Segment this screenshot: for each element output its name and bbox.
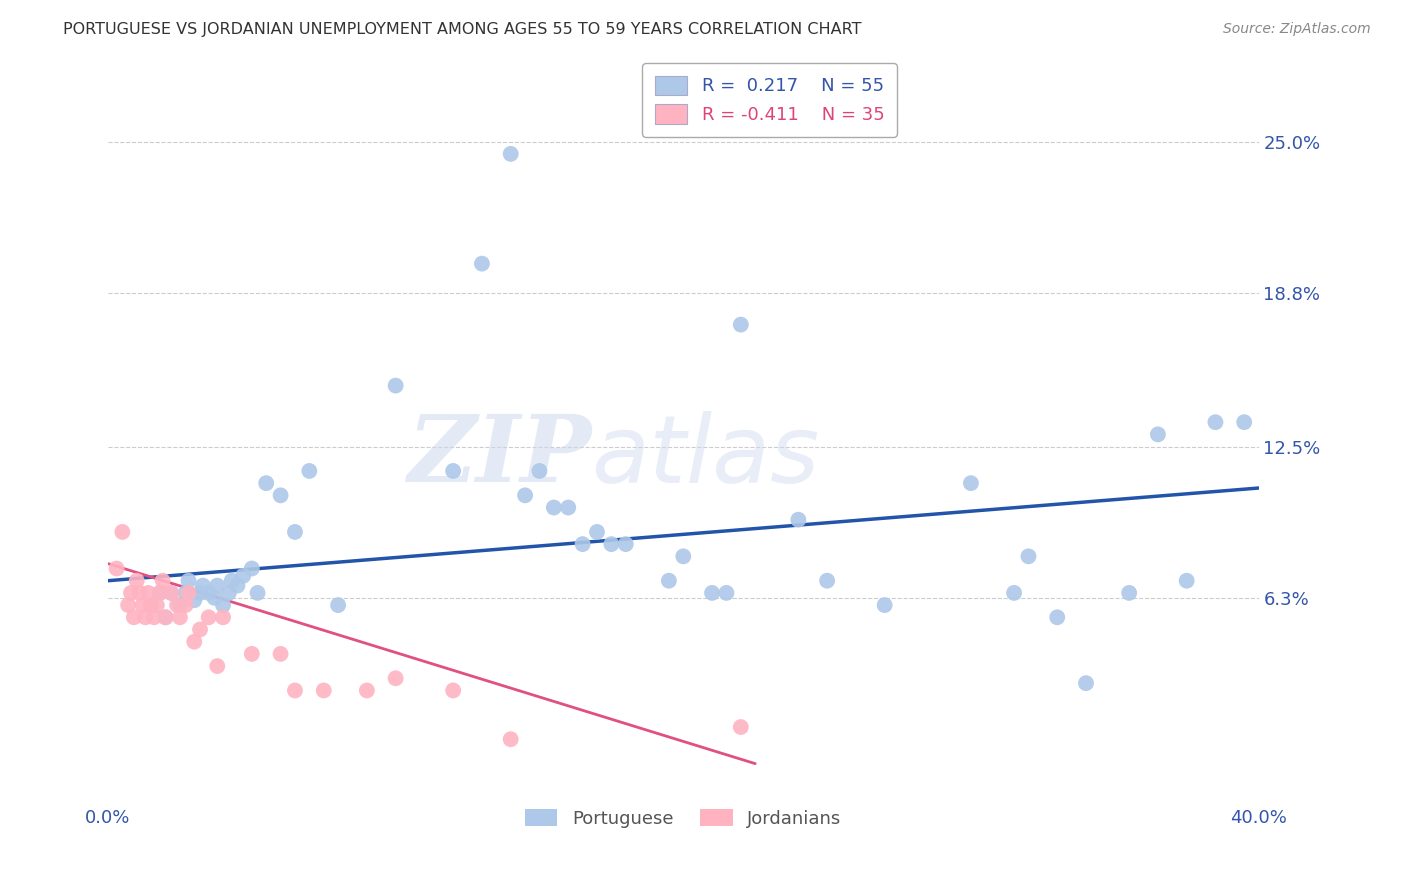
Point [384,378,406,392]
Point [155,610,177,624]
Text: PORTUGUESE VS JORDANIAN UNEMPLOYMENT AMONG AGES 55 TO 59 YEARS CORRELATION CHART: PORTUGUESE VS JORDANIAN UNEMPLOYMENT AMO… [63,22,862,37]
Point [284,683,307,698]
Point [614,537,637,551]
Point [1204,415,1226,429]
Point [716,586,738,600]
Point [1046,610,1069,624]
Point [1147,427,1170,442]
Point [441,464,464,478]
Point [543,500,565,515]
Point [284,524,307,539]
Point [1074,676,1097,690]
Point [312,683,335,698]
Point [1233,415,1256,429]
Point [212,598,235,612]
Point [270,647,292,661]
Point [174,586,197,600]
Point [160,586,183,600]
Point [207,578,229,592]
Point [204,591,226,605]
Point [240,561,263,575]
Point [1175,574,1198,588]
Point [188,586,211,600]
Text: Source: ZipAtlas.com: Source: ZipAtlas.com [1223,22,1371,37]
Point [471,257,494,271]
Point [131,598,153,612]
Point [730,318,752,332]
Point [326,598,349,612]
Point [815,574,838,588]
Point [120,586,142,600]
Point [177,574,200,588]
Point [111,524,134,539]
Point [218,586,240,600]
Point [177,586,200,600]
Point [166,598,188,612]
Point [207,659,229,673]
Point [730,720,752,734]
Point [240,647,263,661]
Text: ZIP: ZIP [406,411,592,501]
Point [183,593,205,607]
Point [143,610,166,624]
Point [134,610,156,624]
Point [212,610,235,624]
Point [873,598,896,612]
Point [125,574,148,588]
Point [122,610,145,624]
Point [586,524,609,539]
Point [1017,549,1039,564]
Point [221,574,243,588]
Point [246,586,269,600]
Point [188,623,211,637]
Point [298,464,321,478]
Point [183,634,205,648]
Text: atlas: atlas [592,411,820,502]
Point [197,610,219,624]
Point [226,578,249,592]
Point [600,537,623,551]
Point [254,476,277,491]
Point [169,610,191,624]
Point [658,574,681,588]
Point [139,598,162,612]
Point [499,147,522,161]
Point [787,513,810,527]
Point [672,549,695,564]
Point [1118,586,1140,600]
Point [174,598,197,612]
Point [117,598,139,612]
Point [960,476,983,491]
Point [197,586,219,600]
Point [152,574,174,588]
Point [149,586,172,600]
Point [169,598,191,612]
Point [139,598,162,612]
Legend: Portuguese, Jordanians: Portuguese, Jordanians [517,802,849,835]
Point [700,586,723,600]
Point [499,732,522,747]
Point [128,586,150,600]
Point [529,464,551,478]
Point [160,586,183,600]
Point [155,610,177,624]
Point [557,500,579,515]
Point [270,488,292,502]
Point [105,561,128,575]
Point [232,569,254,583]
Point [191,578,214,592]
Point [441,683,464,698]
Point [146,598,169,612]
Point [136,586,159,600]
Point [571,537,593,551]
Point [384,671,406,685]
Point [149,586,172,600]
Point [513,488,536,502]
Point [356,683,378,698]
Point [1002,586,1025,600]
